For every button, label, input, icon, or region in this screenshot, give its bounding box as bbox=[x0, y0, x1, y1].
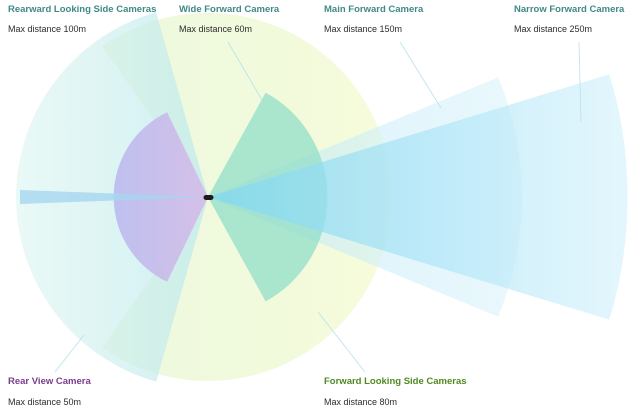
main-forward-camera-title: Main Forward Camera bbox=[324, 4, 424, 15]
forward-side-leader-line bbox=[317, 311, 366, 373]
wide-forward-camera-title: Wide Forward Camera bbox=[179, 4, 280, 15]
label-leader-lines bbox=[54, 41, 582, 373]
rear-view-camera-distance: Max distance 50m bbox=[8, 397, 82, 407]
coverage-zones bbox=[16, 12, 628, 382]
narrow-forward-camera-zone bbox=[208, 74, 628, 320]
rear-view-leader-line bbox=[54, 334, 85, 373]
wide-forward-leader-line bbox=[227, 41, 263, 101]
wide-forward-camera-distance: Max distance 60m bbox=[179, 24, 253, 34]
rear-beam-zone bbox=[20, 190, 208, 204]
narrow-forward-camera-distance: Max distance 250m bbox=[514, 24, 593, 34]
rearward-side-cameras-title: Rearward Looking Side Cameras bbox=[8, 4, 157, 15]
car-icon bbox=[203, 195, 214, 200]
main-forward-leader-line bbox=[399, 41, 442, 109]
rearward-side-cameras-distance: Max distance 100m bbox=[8, 24, 87, 34]
forward-side-cameras-distance: Max distance 80m bbox=[324, 397, 398, 407]
forward-side-cameras-title: Forward Looking Side Cameras bbox=[324, 376, 467, 387]
rear-view-camera-title: Rear View Camera bbox=[8, 376, 91, 387]
main-forward-camera-distance: Max distance 150m bbox=[324, 24, 403, 34]
narrow-forward-camera-title: Narrow Forward Camera bbox=[514, 4, 625, 15]
narrow-forward-leader-line bbox=[578, 41, 582, 123]
